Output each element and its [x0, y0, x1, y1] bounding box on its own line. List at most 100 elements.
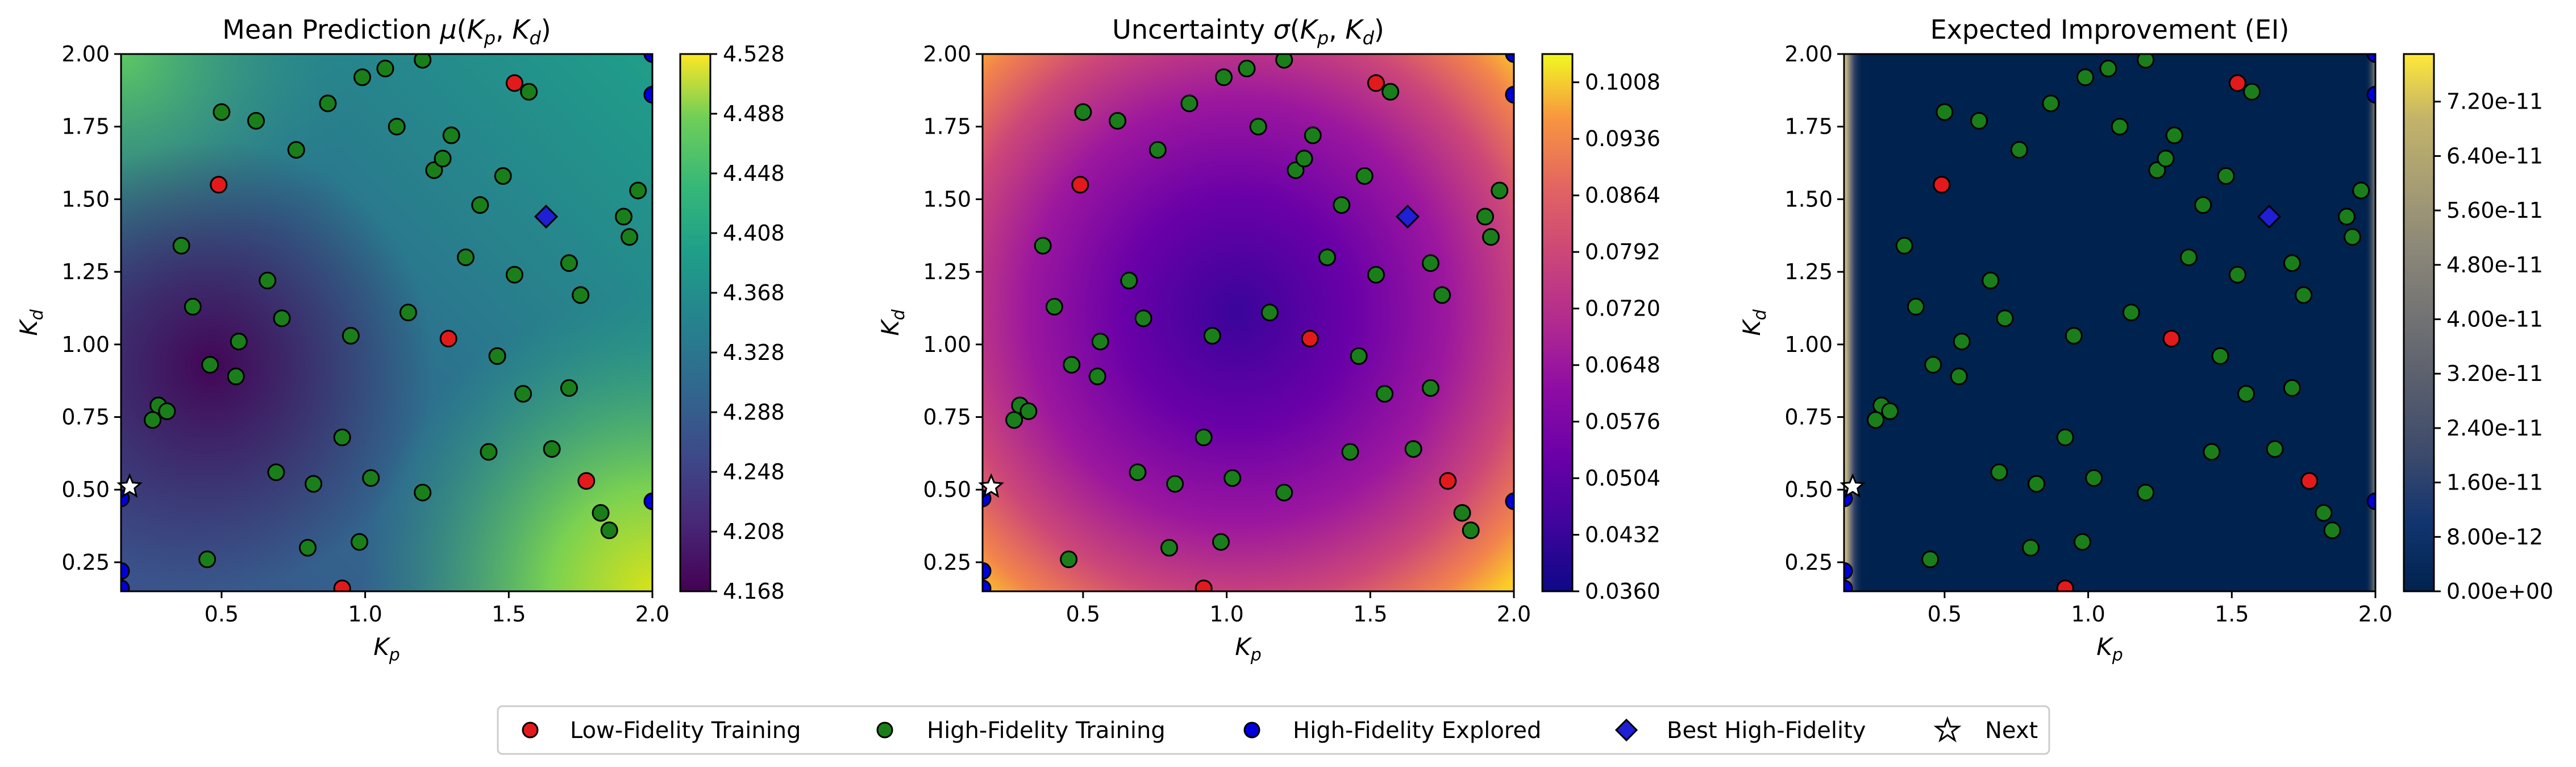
point-high-fidelity-explored [643, 54, 652, 63]
point-high-fidelity [505, 266, 523, 284]
point-high-fidelity-explored [121, 579, 130, 591]
point-high-fidelity [2243, 82, 2261, 101]
point-high-fidelity [1404, 440, 1422, 458]
point-high-fidelity [1019, 402, 1038, 420]
colorbar-tick-label: 0.0432 [1585, 523, 1661, 548]
point-high-fidelity-explored [2366, 492, 2375, 511]
point-high-fidelity [213, 103, 231, 121]
colorbar-tick-label: 6.40e-11 [2446, 143, 2543, 168]
point-high-fidelity [2010, 141, 2028, 159]
point-high-fidelity [1224, 469, 1242, 487]
point-high-fidelity [1129, 463, 1147, 482]
point-high-fidelity [1109, 111, 1127, 130]
point-high-fidelity [494, 167, 512, 185]
colorbar-tick-label: 4.248 [723, 459, 785, 484]
x-tick-label: 2.0 [2358, 602, 2392, 627]
point-high-fidelity [1203, 326, 1221, 345]
chart-title: Expected Improvement (EI) [1930, 14, 2290, 45]
colorbar: 0.0360 0.0432 0.0504 0.0576 0.0648 0.0720 0.07… [1541, 53, 1661, 604]
point-high-fidelity [1275, 54, 1293, 69]
point-high-fidelity [1120, 271, 1138, 289]
point-high-fidelity [198, 550, 217, 569]
point-high-fidelity [2165, 126, 2183, 144]
y-tick-label: 0.50 [1784, 477, 1833, 502]
axis-label-sub: d [1750, 309, 1770, 320]
y-tick-label: 2.00 [61, 42, 110, 67]
point-high-fidelity [342, 326, 360, 345]
y-tick-label: 1.25 [923, 259, 971, 284]
point-high-fidelity [2122, 304, 2140, 322]
point-high-fidelity [2137, 483, 2155, 501]
point-low-fidelity [1933, 176, 1951, 194]
point-low-fidelity [2228, 74, 2246, 92]
y-tick-label: 0.25 [1784, 550, 1833, 575]
point-high-fidelity [1088, 367, 1106, 385]
heatmap-field [1844, 54, 2375, 591]
x-tick-label: 0.5 [1928, 602, 1962, 627]
point-high-fidelity [1950, 367, 1968, 385]
colorbar-tick-label: 4.80e-11 [2446, 252, 2543, 277]
point-high-fidelity [2344, 228, 2362, 246]
y-tick-label: 1.75 [1784, 114, 1833, 139]
y-tick-label: 1.00 [1784, 332, 1833, 357]
point-high-fidelity [1260, 304, 1279, 322]
axis-label-sub: p [1250, 645, 1262, 665]
point-high-fidelity [1160, 538, 1179, 557]
point-high-fidelity-explored [1505, 86, 1514, 104]
point-high-fidelity [480, 443, 498, 461]
point-high-fidelity [2022, 538, 2040, 557]
panel-2: 0.5 1.0 1.5 2.0 0.25 0.50 0.75 1.00 1.25 1.50 1.75… [876, 14, 1661, 665]
colorbar-tick-label: 0.0720 [1585, 296, 1661, 321]
axis-label-main: K [15, 318, 43, 336]
y-tick-label: 1.75 [61, 114, 110, 139]
point-high-fidelity [1249, 118, 1267, 136]
legend-label-low-fidelity: Low-Fidelity Training [570, 718, 801, 744]
y-axis-label: Kd [1738, 309, 1770, 336]
colorbar-tick-label: 1.60e-11 [2446, 470, 2543, 495]
axis-label-main: K [876, 318, 904, 336]
heatmap [121, 54, 652, 591]
point-high-fidelity [1921, 550, 1940, 569]
plot-frame [981, 53, 1515, 592]
y-tick-label: 0.75 [1784, 405, 1833, 430]
point-high-fidelity [1045, 297, 1063, 316]
heatmap-layer-br [121, 54, 652, 591]
point-high-fidelity [1367, 266, 1385, 284]
point-high-fidelity [353, 68, 372, 86]
legend-label-high-fidelity-explored: High-Fidelity Explored [1293, 718, 1541, 744]
point-high-fidelity [1212, 533, 1230, 551]
colorbar-tick-label: 0.0504 [1585, 466, 1661, 491]
point-low-fidelity [577, 472, 596, 490]
point-high-fidelity [2076, 68, 2095, 86]
point-low-fidelity [333, 579, 351, 591]
point-high-fidelity [2283, 379, 2301, 397]
point-low-fidelity [2056, 579, 2074, 591]
point-high-fidelity [2194, 196, 2212, 214]
y-tick-label: 0.25 [61, 550, 110, 575]
point-high-fidelity [362, 469, 380, 487]
point-high-fidelity [2157, 150, 2175, 168]
point-high-fidelity [227, 367, 245, 385]
point-high-fidelity [2352, 181, 2370, 200]
point-high-fidelity [1148, 141, 1167, 159]
y-axis-label: Kd [876, 309, 909, 336]
colorbar-tick-label: 4.208 [723, 519, 785, 544]
panel-1: 0.5 1.0 1.5 2.0 0.25 0.50 0.75 1.00 1.25 1.50 1.75… [15, 14, 785, 665]
axis-label-main: K [373, 633, 391, 661]
colorbar-tick-label: 4.00e-11 [2446, 307, 2543, 332]
colorbar-tick-label: 0.0576 [1585, 409, 1661, 434]
legend-item-low-fidelity: Low-Fidelity Training [522, 718, 801, 744]
point-high-fidelity [572, 286, 590, 304]
point-high-fidelity [1990, 463, 2008, 482]
colorbar-tick-label: 4.368 [723, 280, 785, 305]
legend-frame [497, 705, 2050, 755]
heatmap-edge-left [1844, 54, 1863, 591]
axis-label-main: K [1235, 633, 1252, 661]
point-high-fidelity [1907, 297, 1925, 316]
y-tick-label: 0.75 [923, 405, 971, 430]
point-high-fidelity [333, 428, 351, 446]
point-high-fidelity [305, 475, 323, 493]
colorbar-tick-label: 4.528 [723, 42, 785, 67]
point-best-high-fidelity [534, 204, 559, 229]
point-high-fidelity [414, 54, 432, 69]
